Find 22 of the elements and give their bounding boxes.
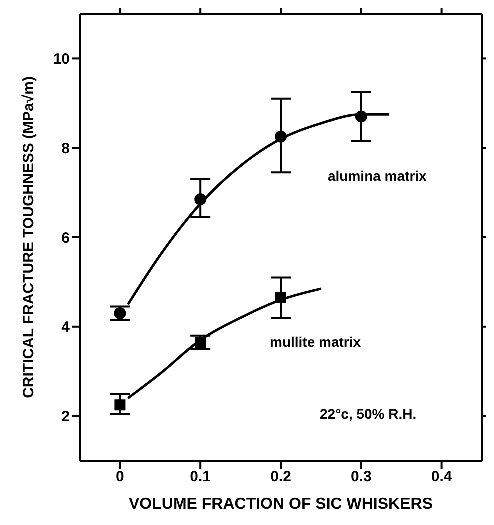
annotation: 22°c, 50% R.H.	[320, 406, 417, 422]
point	[194, 194, 207, 206]
annotation: alumina matrix	[328, 168, 427, 184]
point	[114, 400, 126, 411]
y-axis-title: CRITICAL FRACTURE TOUGHNESS (MPa√m)	[20, 76, 38, 398]
x-tick-label: 0.1	[190, 468, 212, 486]
point	[276, 292, 286, 304]
y-tick-label: 6	[62, 230, 70, 247]
y-tick-label: 8	[62, 140, 70, 158]
x-tick-label: 0.3	[350, 468, 372, 486]
point	[275, 130, 287, 143]
x-tick-label: 0.2	[270, 468, 292, 486]
x-tick-label: 0	[116, 468, 124, 486]
point	[195, 337, 206, 348]
y-tick-label: 10	[53, 51, 70, 68]
x-axis-title: VOLUME FRACTION OF SIC WHISKERS	[129, 496, 434, 513]
y-tick-label: 2	[62, 408, 70, 426]
y-tick-label: 4	[62, 319, 71, 336]
point	[355, 110, 368, 123]
point	[114, 307, 126, 320]
annotation: mullite matrix	[270, 334, 362, 350]
x-tick-label: 0.4	[431, 468, 453, 486]
